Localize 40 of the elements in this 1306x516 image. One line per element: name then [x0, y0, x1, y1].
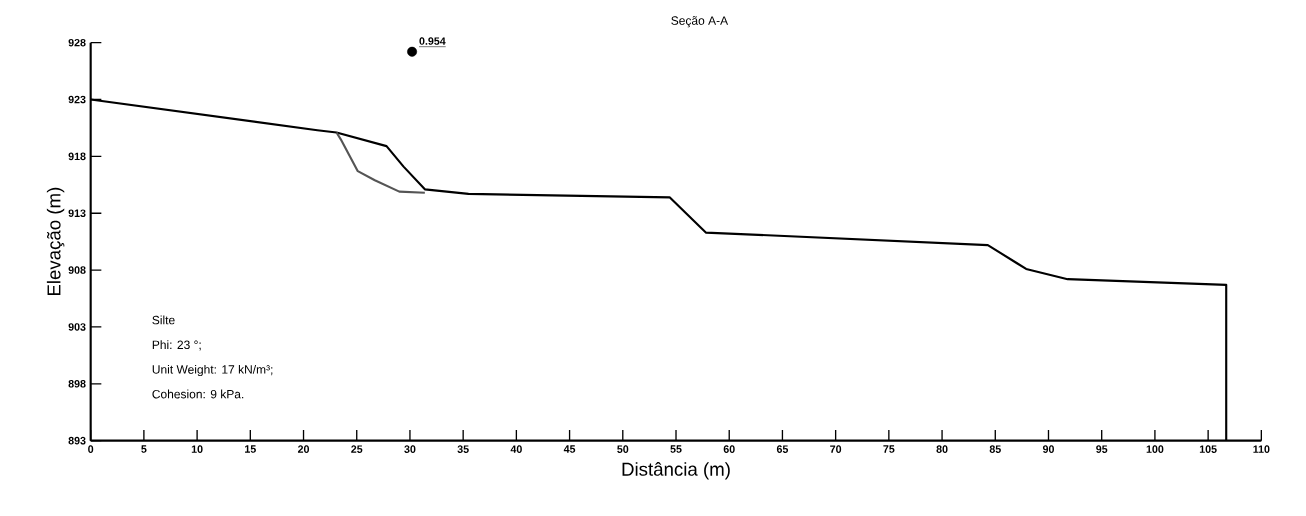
- y-tick-label: 908: [68, 266, 86, 274]
- y-tick-label: 923: [68, 95, 86, 104]
- x-tick-label: 30: [404, 445, 416, 453]
- x-tick-label: 15: [245, 445, 256, 453]
- x-axis-title: Distância (m): [622, 462, 730, 480]
- x-tick-label: 35: [457, 445, 469, 453]
- x-tick-label: 50: [617, 445, 629, 453]
- y-tick-label: 893: [68, 436, 86, 445]
- x-tick-label: 85: [989, 445, 1001, 453]
- y-axis-title: Elevação (m): [46, 187, 65, 296]
- annotation: Silte: [152, 315, 175, 325]
- y-tick-label: 903: [68, 323, 86, 331]
- y-tick-label: 918: [68, 152, 86, 161]
- y-tick-label: 913: [68, 209, 86, 218]
- annotation: Cohesion: 9 kPa.: [152, 389, 244, 399]
- x-tick-label: 55: [670, 445, 682, 453]
- chart-title: Seção A-A: [671, 16, 729, 28]
- x-tick-label: 10: [191, 445, 203, 453]
- x-tick-label: 105: [1199, 445, 1217, 453]
- y-tick-label: 928: [68, 38, 86, 47]
- x-tick-label: 20: [297, 445, 310, 453]
- x-tick-label: 65: [776, 445, 789, 453]
- annotation: Phi: 23 °;: [152, 340, 201, 351]
- x-tick-label: 0: [88, 445, 94, 453]
- x-tick-label: 100: [1146, 445, 1164, 453]
- x-tick-label: 5: [141, 445, 147, 453]
- annotation: Unit Weight: 17 kN/m³;: [152, 364, 273, 377]
- y-tick-label: 898: [68, 380, 86, 388]
- x-tick-label: 80: [936, 445, 948, 453]
- x-tick-label: 25: [351, 445, 363, 453]
- x-tick-label: 110: [1253, 445, 1270, 453]
- line-series: [335, 131, 426, 194]
- x-tick-label: 75: [883, 445, 895, 453]
- x-tick-label: 60: [723, 445, 735, 453]
- x-tick-label: 40: [510, 445, 522, 453]
- x-tick-label: 70: [830, 445, 842, 453]
- x-tick-label: 95: [1096, 445, 1108, 453]
- x-tick-label: 90: [1042, 445, 1054, 453]
- x-tick-label: 45: [563, 445, 576, 453]
- annotation: 0.954: [419, 37, 446, 45]
